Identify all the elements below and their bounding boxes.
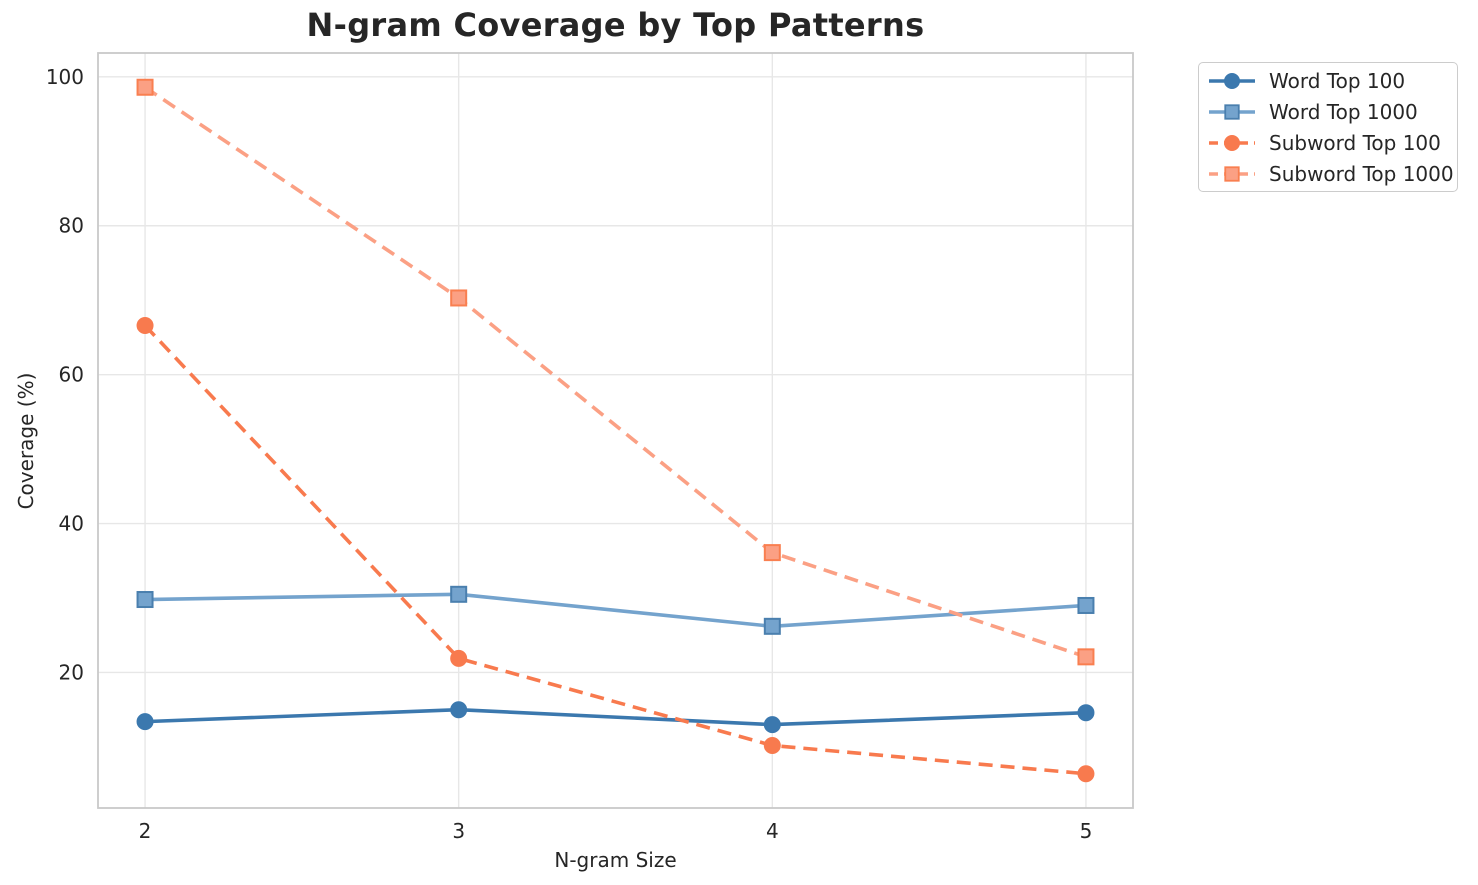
y-tick-label: 100	[46, 65, 84, 89]
legend-item: Word Top 1000	[1207, 96, 1457, 127]
data-point-marker-circle	[136, 713, 154, 731]
data-point-marker-square	[763, 544, 781, 562]
data-point-marker-circle	[450, 701, 468, 719]
series-word-top-100	[136, 701, 1095, 734]
legend-label: Word Top 1000	[1269, 99, 1418, 124]
data-point-marker-square	[450, 585, 468, 603]
data-point-marker-square	[1077, 596, 1095, 614]
data-point-marker-square	[450, 289, 468, 307]
legend-item: Subword Top 100	[1207, 127, 1457, 158]
x-tick-label: 5	[1080, 819, 1093, 843]
data-point-marker-square	[136, 591, 154, 609]
legend-swatch-square-line	[1209, 165, 1255, 182]
y-tick-label: 40	[59, 512, 84, 536]
series-subword-top-1000	[136, 78, 1095, 666]
legend-item: Subword Top 1000	[1207, 158, 1457, 189]
y-tick-label: 20	[59, 660, 84, 684]
data-point-marker-circle	[1077, 704, 1095, 722]
data-point-marker-square	[763, 617, 781, 635]
x-tick-label: 2	[139, 819, 152, 843]
data-point-marker-square	[1224, 103, 1240, 120]
data-point-marker-circle	[136, 317, 154, 335]
legend-item: Word Top 100	[1207, 65, 1457, 96]
data-point-marker-circle	[450, 649, 468, 667]
legend: Word Top 100 Word Top 1000 Subword Top 100…	[1198, 62, 1458, 192]
data-point-marker-square	[136, 78, 154, 96]
data-point-marker-circle	[1224, 134, 1240, 151]
series-line	[143, 324, 1087, 776]
data-point-marker-circle	[1077, 765, 1095, 783]
y-tick-label: 60	[59, 363, 84, 387]
legend-swatch-circle-line	[1209, 134, 1255, 151]
series-subword-top-100	[136, 317, 1095, 783]
y-tick-label: 80	[59, 214, 84, 238]
series-line	[144, 707, 1087, 727]
legend-label: Subword Top 100	[1269, 130, 1441, 155]
legend-swatch-circle-line	[1209, 72, 1255, 89]
legend-label: Subword Top 1000	[1269, 161, 1454, 186]
x-tick-label: 3	[452, 819, 465, 843]
data-point-marker-circle	[763, 736, 781, 754]
chart-title: N-gram Coverage by Top Patterns	[306, 6, 925, 44]
data-point-marker-circle	[763, 716, 781, 734]
series-line	[144, 85, 1087, 659]
series-line	[145, 592, 1087, 629]
x-axis-label: N-gram Size	[554, 848, 677, 872]
series-word-top-1000	[136, 585, 1095, 635]
legend-swatch-square-line	[1209, 103, 1255, 120]
legend-label: Word Top 100	[1269, 68, 1406, 93]
x-tick-label: 4	[766, 819, 779, 843]
data-point-marker-circle	[1224, 72, 1240, 89]
data-point-marker-square	[1077, 648, 1095, 666]
plot-frame	[97, 52, 1134, 809]
data-point-marker-square	[1224, 165, 1240, 182]
